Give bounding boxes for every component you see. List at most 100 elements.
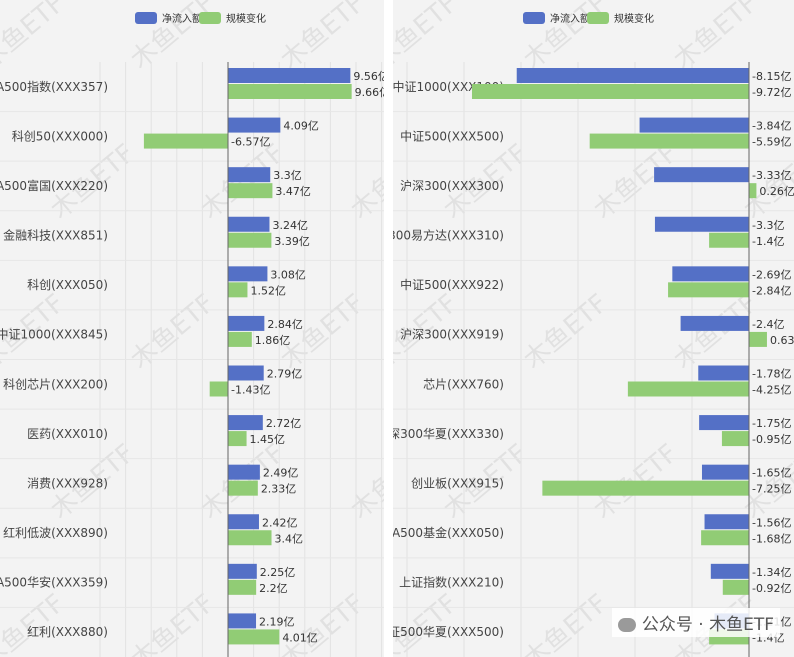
category-label: A500基金(XXX050) xyxy=(393,525,504,540)
category-label: 中证A500指数(XXX357) xyxy=(0,79,108,94)
legend-swatch xyxy=(135,12,157,24)
scale-change-data-label: 3.4亿 xyxy=(275,532,304,545)
watermark-text: 公众号 · 木鱼ETF xyxy=(641,615,774,635)
net-inflow-data-label: 2.42亿 xyxy=(262,516,298,529)
scale-change-data-label: -2.84亿 xyxy=(752,284,791,297)
category-label: 科创50(XXX000) xyxy=(12,129,108,143)
scale-change-bar xyxy=(228,282,248,298)
net-inflow-bar xyxy=(654,216,749,232)
chart-panel-right: 木鱼ETF 木鱼ETF 木鱼ETF 木鱼ETF 木鱼ETF 木鱼ETF 木鱼ETF 木鱼ETF… xyxy=(393,0,794,657)
net-inflow-data-label: 3.3亿 xyxy=(273,169,302,182)
watermark-tile: 木鱼ETF xyxy=(0,589,71,657)
net-inflow-bar xyxy=(228,514,259,530)
scale-change-data-label: 1.52亿 xyxy=(250,284,286,297)
net-inflow-bar xyxy=(710,563,749,579)
scale-change-bar xyxy=(749,183,757,199)
watermark-tile: 木鱼ETF xyxy=(518,289,613,376)
category-label: 科创(XXX050) xyxy=(27,278,108,292)
legend-label: 规模变化 xyxy=(614,12,654,25)
category-label: 中证500(XXX500) xyxy=(400,128,504,143)
category-label: 沪深300易方达(XXX310) xyxy=(393,228,504,243)
category-label: 沪深300华夏(XXX330) xyxy=(393,427,504,441)
scale-change-bar xyxy=(471,84,749,99)
scale-change-bar xyxy=(228,579,257,595)
net-inflow-data-label: -3.33亿 xyxy=(752,169,791,182)
grid-lines xyxy=(0,62,384,657)
legend-swatch xyxy=(587,12,609,24)
scale-change-data-label: 1.86亿 xyxy=(255,334,290,347)
scale-change-data-label: 0.63亿 xyxy=(770,334,794,347)
scale-change-bar xyxy=(749,331,767,347)
scale-change-data-label: 2.33亿 xyxy=(261,483,297,496)
net-inflow-data-label: 2.49亿 xyxy=(263,467,299,480)
category-label: 金融科技(XXX851) xyxy=(3,228,108,243)
scale-change-bar xyxy=(228,431,247,447)
net-inflow-bar xyxy=(228,315,265,331)
category-label: 芯片(XXX760) xyxy=(423,377,504,391)
watermark-tile: 木鱼ETF xyxy=(345,139,384,226)
legend-label: 净流入额 xyxy=(162,12,202,25)
net-inflow-data-label: -3.3亿 xyxy=(752,219,784,232)
net-inflow-bar xyxy=(228,563,257,579)
net-inflow-bar xyxy=(699,415,749,431)
scale-change-bar xyxy=(627,381,749,397)
scale-change-data-label: 0.26亿 xyxy=(759,185,794,198)
net-inflow-bar xyxy=(680,315,749,331)
scale-change-bar xyxy=(542,480,749,496)
watermark-tile: 木鱼ETF xyxy=(125,289,220,376)
legend-label: 净流入额 xyxy=(550,12,590,25)
watermark-tile: 木鱼ETF xyxy=(345,439,384,526)
net-inflow-bar xyxy=(228,365,264,381)
category-label: 沪深300(XXX300) xyxy=(400,179,504,193)
watermark-tile: 木鱼ETF xyxy=(518,589,613,657)
category-label: 医药(XXX010) xyxy=(27,427,108,441)
legend-label: 规模变化 xyxy=(226,12,266,25)
category-label: 沪深300(XXX919) xyxy=(400,328,504,342)
scale-change-data-label: 4.01亿 xyxy=(282,631,318,644)
net-inflow-data-label: -1.56亿 xyxy=(752,516,791,529)
net-inflow-bar xyxy=(228,117,281,133)
legend: 净流入额 规模变化 xyxy=(135,12,266,25)
net-inflow-data-label: 4.09亿 xyxy=(283,120,319,133)
scale-change-bar xyxy=(228,84,352,99)
category-label: 上证指数(XXX210) xyxy=(399,575,504,590)
legend-swatch xyxy=(523,12,545,24)
scale-change-bar xyxy=(228,331,252,347)
net-inflow-data-label: -3.84亿 xyxy=(752,120,791,133)
scale-change-data-label: -9.72亿 xyxy=(752,86,791,99)
scale-change-bar xyxy=(722,579,749,595)
scale-change-bar xyxy=(589,133,749,149)
scale-change-bar xyxy=(228,629,280,645)
net-inflow-bar xyxy=(228,68,351,83)
net-inflow-data-label: -1.75亿 xyxy=(752,417,791,430)
net-inflow-data-label: -2.69亿 xyxy=(752,268,791,281)
scale-change-bar xyxy=(721,431,749,447)
category-label: 科创芯片(XXX200) xyxy=(3,377,108,391)
watermark-tile: 木鱼ETF xyxy=(125,0,220,75)
net-inflow-data-label: 2.25亿 xyxy=(260,566,296,579)
category-label: 中证1000(XXX845) xyxy=(0,327,108,342)
net-inflow-data-label: -8.15亿 xyxy=(752,70,791,83)
scale-change-data-label: -7.25亿 xyxy=(752,483,791,496)
scale-change-bar xyxy=(143,133,228,149)
net-inflow-data-label: -1.78亿 xyxy=(752,368,791,381)
net-inflow-data-label: 3.08亿 xyxy=(270,268,306,281)
category-label: 创业板(XXX915) xyxy=(411,476,504,490)
scale-change-bar xyxy=(228,183,273,199)
watermark-tile: 木鱼ETF xyxy=(393,0,464,75)
category-label: 中证500(XXX922) xyxy=(400,277,504,292)
scale-change-data-label: 9.66亿 xyxy=(355,86,384,99)
watermark-tile: 木鱼ETF xyxy=(0,0,71,75)
net-inflow-bar xyxy=(698,365,749,381)
net-inflow-bar xyxy=(672,266,749,282)
net-inflow-bar xyxy=(654,167,749,183)
category-label: 红利低波(XXX890) xyxy=(3,525,108,540)
net-inflow-bar xyxy=(639,117,749,133)
scale-change-data-label: -0.95亿 xyxy=(752,433,791,446)
scale-change-data-label: -4.25亿 xyxy=(752,384,791,397)
net-inflow-bar xyxy=(228,415,263,431)
scale-change-data-label: -1.43亿 xyxy=(231,384,270,397)
category-label: 中证A500华安(XXX359) xyxy=(0,575,108,590)
wechat-icon xyxy=(617,618,636,632)
scale-change-bar xyxy=(668,282,749,298)
